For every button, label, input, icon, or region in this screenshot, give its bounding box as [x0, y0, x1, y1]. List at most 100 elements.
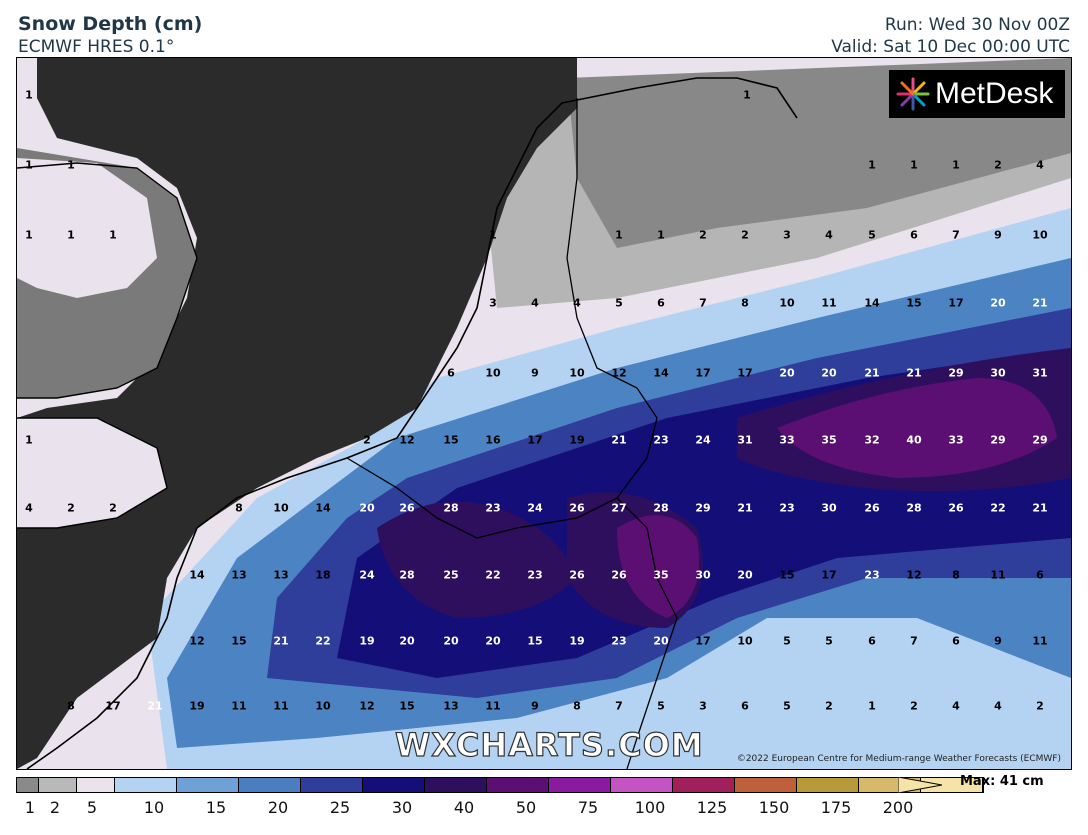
snow-depth-value: 1: [25, 88, 33, 102]
snow-depth-value: 9: [994, 228, 1002, 242]
snow-depth-value: 23: [864, 568, 880, 582]
snow-depth-value: 24: [695, 433, 711, 447]
snow-depth-value: 1: [657, 228, 665, 242]
snow-depth-value: 11: [231, 699, 247, 713]
snow-depth-value: 11: [273, 699, 289, 713]
snow-depth-value: 14: [189, 568, 205, 582]
snow-depth-value: 22: [315, 634, 331, 648]
snow-depth-value: 3: [699, 699, 707, 713]
snow-depth-value: 1: [67, 228, 75, 242]
snow-depth-value: 21: [273, 634, 289, 648]
snow-depth-value: 1: [952, 158, 960, 172]
snow-depth-value: 8: [741, 296, 749, 310]
snow-depth-value: 23: [611, 634, 627, 648]
snow-depth-value: 25: [443, 568, 459, 582]
snow-depth-value: 2: [109, 501, 117, 515]
snow-depth-value: 9: [994, 634, 1002, 648]
snow-depth-value: 5: [825, 634, 833, 648]
snow-depth-value: 7: [910, 634, 918, 648]
snow-depth-value: 21: [737, 501, 753, 515]
snow-depth-value: 19: [189, 699, 205, 713]
legend-segment: [611, 778, 673, 792]
snow-depth-value: 17: [695, 634, 711, 648]
snow-depth-value: 12: [399, 433, 415, 447]
snow-depth-value: 4: [573, 296, 581, 310]
snow-depth-value: 1: [868, 699, 876, 713]
snow-depth-value: 2: [741, 228, 749, 242]
snow-depth-value: 9: [531, 699, 539, 713]
snow-depth-value: 4: [825, 228, 833, 242]
snow-depth-value: 6: [910, 228, 918, 242]
legend-segment: [735, 778, 797, 792]
copyright-text: ©2022 European Centre for Medium-range W…: [736, 754, 1061, 764]
snow-depth-value: 6: [868, 634, 876, 648]
legend-segment: [487, 778, 549, 792]
legend-tick-label: 40: [453, 798, 475, 817]
snow-depth-value: 9: [531, 366, 539, 380]
snow-depth-value: 20: [485, 634, 501, 648]
snow-depth-value: 23: [653, 433, 669, 447]
snow-depth-value: 28: [399, 568, 415, 582]
metdesk-logo: MetDesk: [889, 70, 1065, 118]
snow-depth-value: 20: [359, 501, 375, 515]
metdesk-starburst-icon: [896, 77, 930, 111]
snow-depth-value: 20: [821, 366, 837, 380]
legend-segment: [921, 778, 983, 792]
legend-tick-label: 25: [329, 798, 351, 817]
snow-depth-value: 10: [779, 296, 795, 310]
snow-depth-value: 6: [952, 634, 960, 648]
snow-depth-value: 8: [573, 699, 581, 713]
snow-depth-value: 23: [779, 501, 795, 515]
snow-depth-value: 17: [105, 699, 121, 713]
snow-depth-value: 19: [569, 433, 585, 447]
snow-depth-value: 4: [1036, 158, 1044, 172]
legend-segment: [549, 778, 611, 792]
legend-tick-label: 75: [577, 798, 599, 817]
legend-arrow: [898, 777, 942, 793]
snow-depth-value: 6: [657, 296, 665, 310]
legend-colorbar: [16, 777, 984, 793]
snow-depth-value: 21: [1032, 501, 1048, 515]
snow-depth-value: 11: [485, 699, 501, 713]
snow-depth-value: 29: [695, 501, 711, 515]
snow-depth-value: 20: [443, 634, 459, 648]
snow-depth-value: 17: [527, 433, 543, 447]
snow-depth-value: 17: [737, 366, 753, 380]
snow-depth-value: 23: [527, 568, 543, 582]
snow-depth-value: 20: [990, 296, 1006, 310]
snow-depth-value: 2: [1036, 699, 1044, 713]
snow-depth-value: 2: [67, 501, 75, 515]
snow-depth-value: 32: [864, 433, 880, 447]
snow-depth-value: 4: [531, 296, 539, 310]
snow-depth-value: 30: [990, 366, 1006, 380]
snow-depth-value: 26: [569, 501, 585, 515]
snow-depth-value: 10: [737, 634, 753, 648]
uk-coast: [17, 162, 198, 399]
snow-depth-value: 5: [783, 634, 791, 648]
snow-band-40b: [617, 515, 699, 618]
snow-depth-value: 19: [569, 634, 585, 648]
legend-tick-label: 200: [882, 798, 914, 817]
snow-depth-value: 5: [615, 296, 623, 310]
snow-depth-value: 2: [825, 699, 833, 713]
wxcharts-watermark: WXCHARTS.COM: [394, 725, 704, 764]
snow-depth-value: 12: [189, 634, 205, 648]
snow-depth-value: 6: [1036, 568, 1044, 582]
snow-depth-value: 2: [699, 228, 707, 242]
snow-depth-value: 21: [1032, 296, 1048, 310]
dutch-coast: [26, 257, 488, 769]
snow-depth-value: 20: [399, 634, 415, 648]
snow-depth-value: 22: [485, 568, 501, 582]
uk-south-land: [17, 418, 167, 528]
legend-segment: [363, 778, 425, 792]
legend-tick-label: 175: [820, 798, 852, 817]
snow-depth-value: 19: [359, 634, 375, 648]
snow-depth-value: 15: [906, 296, 922, 310]
snow-depth-value: 24: [359, 568, 375, 582]
snow-depth-value: 13: [273, 568, 289, 582]
snow-depth-value: 21: [864, 366, 880, 380]
snow-depth-value: 29: [990, 433, 1006, 447]
legend-segment: [239, 778, 301, 792]
snow-depth-value: 1: [25, 158, 33, 172]
snow-depth-value: 1: [25, 228, 33, 242]
